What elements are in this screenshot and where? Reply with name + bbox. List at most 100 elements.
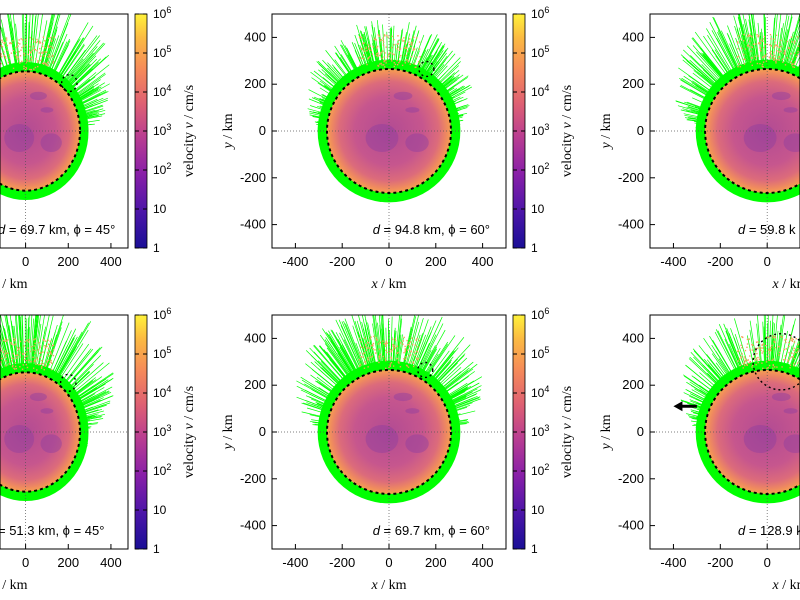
speckle [748, 338, 751, 340]
speckle [748, 45, 751, 48]
speckle [770, 346, 772, 349]
speckle [754, 359, 756, 361]
speckle [784, 339, 786, 341]
speckle [384, 35, 386, 37]
speckle [784, 358, 787, 360]
colorbar-tick-label: 103 [531, 122, 549, 138]
speckle [15, 357, 18, 359]
speckle [752, 344, 754, 346]
speckle [367, 48, 370, 50]
velocity-low-region [29, 392, 47, 402]
speckle [783, 52, 785, 54]
speckle [0, 361, 2, 363]
speckle [44, 47, 46, 49]
speckle [394, 346, 396, 348]
speckle [408, 38, 411, 40]
speckle [741, 353, 743, 355]
speckle [749, 349, 751, 351]
speckle [51, 344, 54, 347]
speckle [791, 63, 793, 65]
speckle [785, 338, 787, 341]
speckle [383, 342, 385, 345]
speckle [757, 42, 760, 45]
speckle [774, 341, 776, 344]
speckle [391, 349, 393, 352]
speckle [399, 60, 401, 63]
speckle [35, 41, 38, 44]
speckle [773, 340, 775, 343]
speckle [743, 58, 745, 61]
speckle [762, 40, 764, 43]
speckle [12, 364, 14, 367]
speckle [6, 49, 8, 51]
speckle [3, 51, 5, 53]
speckle [49, 56, 51, 58]
x-tick-label: 0 [385, 254, 392, 269]
speckle [47, 339, 49, 341]
speckle [360, 356, 362, 358]
speckle [37, 349, 39, 351]
panel-annotation: d = 69.7 km, ϕ = 60° [373, 523, 490, 538]
speckle [793, 362, 795, 365]
speckle [17, 56, 19, 58]
speckle [767, 336, 770, 339]
speckle [22, 364, 24, 366]
speckle [398, 49, 401, 51]
speckle [0, 54, 2, 57]
speckle [25, 62, 27, 64]
speckle [417, 357, 419, 360]
speckle [736, 42, 739, 44]
speckle [791, 41, 793, 43]
speckle [367, 357, 369, 359]
speckle [413, 63, 415, 65]
speckle [397, 42, 400, 45]
speckle [750, 50, 752, 52]
speckle [782, 61, 784, 63]
speckle [52, 344, 55, 346]
speckle [42, 51, 44, 53]
speckle [3, 42, 6, 44]
speckle [747, 35, 749, 38]
speckle [15, 354, 17, 357]
speckle [0, 347, 2, 350]
speckle [13, 344, 15, 346]
colorbar-tick-label: 10 [531, 503, 545, 517]
speckle [385, 345, 387, 347]
speckle [385, 59, 387, 62]
speckle [390, 362, 393, 364]
speckle [34, 349, 36, 352]
speckle [794, 61, 796, 63]
y-axis-label: y / km [221, 414, 236, 451]
speckle [762, 367, 764, 370]
speckle [28, 338, 30, 341]
speckle [791, 356, 793, 358]
y-tick-label: 400 [244, 29, 266, 44]
speckle [742, 336, 744, 339]
speckle [387, 36, 389, 38]
speckle [761, 56, 764, 59]
speckle [386, 342, 388, 344]
speckle [26, 366, 29, 369]
speckle [770, 50, 772, 53]
speckle [26, 351, 28, 353]
speckle [793, 42, 796, 44]
speckle [39, 345, 41, 347]
colorbar-tick-label: 104 [153, 384, 171, 400]
speckle [417, 346, 419, 348]
panel-top-right: -400 -200 0 -400 -200 0 200 400 x / km y / km d = … [599, 13, 800, 292]
speckle [33, 345, 35, 347]
speckle [52, 349, 55, 351]
speckle [791, 340, 794, 342]
speckle [746, 363, 748, 366]
speckle [20, 49, 22, 51]
speckle [50, 353, 53, 355]
speckle [359, 363, 362, 366]
x-tick-label: -200 [707, 254, 733, 269]
speckle [768, 364, 771, 367]
speckle [375, 39, 377, 41]
speckle [416, 358, 419, 361]
speckle [737, 350, 739, 353]
plot-area [650, 14, 800, 248]
